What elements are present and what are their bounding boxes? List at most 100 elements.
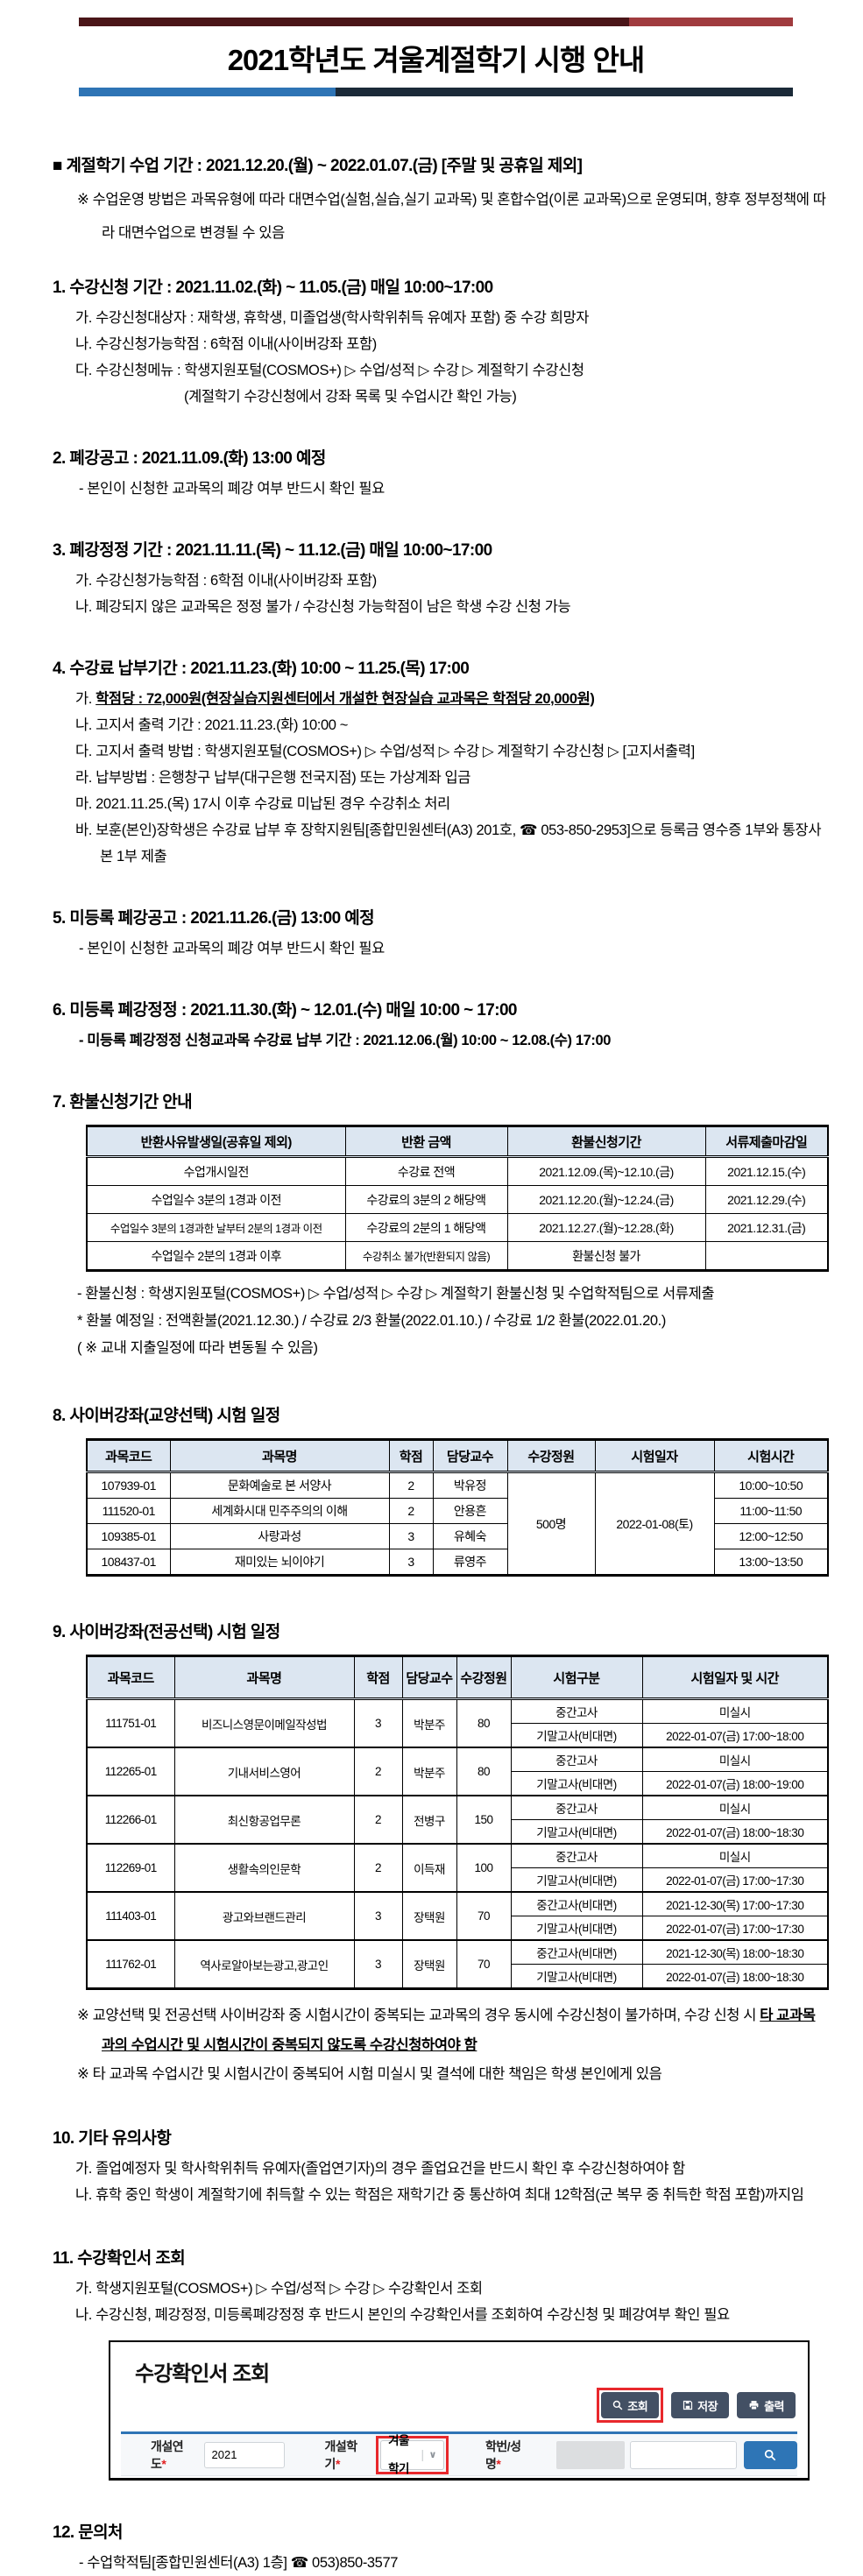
chevron-down-icon: ∨ xyxy=(428,2449,437,2460)
table-cell: 미실시 xyxy=(641,1795,829,1820)
table-cell: 장택원 xyxy=(401,1891,457,1941)
table-cell: 80 xyxy=(456,1747,512,1796)
section4-heading: 4. 수강료 납부기간 : 2021.11.23.(화) 10:00 ~ 11.… xyxy=(53,660,470,678)
column-header: 과목명 xyxy=(169,1439,390,1473)
table-cell: 문화예술로 본 서양사 xyxy=(169,1471,390,1499)
print-button[interactable]: 출력 xyxy=(737,2392,796,2418)
table-cell: 안용흔 xyxy=(432,1498,508,1524)
table-row: 112266-01 최신항공업무론 2 전병구 150 중간고사 미실시 xyxy=(86,1795,829,1845)
screenshot-toolbar: 조회 저장 출력 xyxy=(597,2388,796,2423)
table-cell: 2021-12-30(목) 18:00~18:30 xyxy=(641,1939,829,1965)
table-row: 111403-01 광고와브랜드관리 3 장택원 70 중간고사(비대면) 20… xyxy=(86,1891,829,1941)
student-name-input[interactable] xyxy=(629,2440,737,2469)
table-cell: 기말고사(비대면) xyxy=(510,1964,643,1989)
section10-item-a: 가. 졸업예정자 및 학사학위취득 유예자(졸업연기자)의 경우 졸업요건을 반… xyxy=(75,2161,685,2177)
section1-item-c-sub: (계절학기 수강신청에서 강좌 목록 및 수업시간 확인 가능) xyxy=(184,389,517,405)
table-cell: 류영주 xyxy=(432,1549,508,1576)
table-cell: 3 xyxy=(353,1891,403,1941)
search-button[interactable]: 조회 xyxy=(601,2392,660,2418)
table-cell: 기말고사(비대면) xyxy=(510,1819,643,1845)
cyber-major-exam-table: 과목코드 과목명 학점 담당교수 수강정원 시험구분 시험일자 및 시간 111… xyxy=(86,1655,829,1990)
table-cell: 11:00~11:50 xyxy=(713,1498,829,1524)
tuition-fee-highlight: 학점당 : 72,000원(현장실습지원센터에서 개설한 현장실습 교과목은 학… xyxy=(95,691,595,707)
table-cell-capacity: 500명 xyxy=(506,1471,596,1576)
cyber-exam-note-2: ※ 타 교과목 수업시간 및 시험시간이 중복되어 시험 미실시 및 결석에 대… xyxy=(77,2066,662,2082)
table-row: 111762-01 역사로알아보는광고,광고인 3 장택원 70 중간고사(비대… xyxy=(86,1939,829,1989)
section5-heading: 5. 미등록 폐강공고 : 2021.11.26.(금) 13:00 예정 xyxy=(53,909,375,928)
section4-item-f: 바. 보훈(본인)장학생은 수강료 납부 후 장학지원팀[종합민원센터(A3) … xyxy=(75,822,822,865)
column-header: 시험구분 xyxy=(510,1655,643,1700)
screenshot-search-form: 개설연도* 개설학기* 겨울학기 | ∨ 학번/성명* xyxy=(121,2434,797,2476)
section1-item-a: 가. 수강신청대상자 : 재학생, 휴학생, 미졸업생(학사학위취득 유예자 포… xyxy=(75,310,590,326)
table-cell: 2021-12-30(목) 17:00~17:30 xyxy=(641,1891,829,1916)
table-cell: 미실시 xyxy=(641,1747,829,1772)
section4-item-e: 마. 2021.11.25.(목) 17시 이후 수강료 미납된 경우 수강취소… xyxy=(75,796,450,812)
table-row: 108437-01 재미있는 뇌이야기 3 류영주 13:00~13:50 xyxy=(86,1549,829,1576)
title-top-bar xyxy=(79,18,793,26)
table-cell: 박유정 xyxy=(432,1471,508,1499)
table-cell: 수업일수 3분의 1경과한 날부터 2분의 1경과 이전 xyxy=(86,1213,346,1242)
table-cell: 최신항공업무론 xyxy=(173,1795,355,1845)
section1-item-c: 다. 수강신청메뉴 : 학생지원포털(COSMOS+) ▷ 수업/성적 ▷ 수강… xyxy=(75,363,584,378)
table-cell: 세계화시대 민주주의의 이해 xyxy=(169,1498,390,1524)
table-row: 수업일수 3분의 1경과 이전 수강료의 3분의 2 해당액 2021.12.2… xyxy=(86,1185,829,1214)
table-row: 기말고사(비대면) 2022-01-07(금) 18:00~19:00 xyxy=(87,1771,829,1796)
table-row: 수업일수 2분의 1경과 이후 수강취소 불가(반환되지 않음) 환불신청 불가 xyxy=(86,1241,829,1271)
table-cell: 장택원 xyxy=(401,1939,457,1989)
section10-item-b: 나. 휴학 중인 학생이 계절학기에 취득할 수 있는 학점은 재학기간 중 통… xyxy=(75,2187,804,2203)
refund-note-3: ( ※ 교내 지출일정에 따라 변동될 수 있음) xyxy=(77,1340,318,1356)
table-cell: 기말고사(비대면) xyxy=(510,1723,643,1748)
table-cell: 107939-01 xyxy=(86,1471,171,1499)
semester-label: 개설학기* xyxy=(324,2438,358,2471)
table-cell: 이득재 xyxy=(401,1843,457,1893)
table-cell-exam-date: 2022-01-08(토) xyxy=(594,1471,715,1576)
section2-heading: 2. 폐강공고 : 2021.11.09.(화) 13:00 예정 xyxy=(53,449,326,468)
table-cell: 기말고사(비대면) xyxy=(510,1771,643,1796)
column-header: 시험일자 xyxy=(594,1439,715,1473)
section1-heading: 1. 수강신청 기간 : 2021.11.02.(화) ~ 11.05.(금) … xyxy=(53,279,493,297)
table-cell: 112266-01 xyxy=(86,1795,175,1845)
table-cell: 12:00~12:50 xyxy=(713,1523,829,1549)
table-row: 111751-01 비즈니스영문이메일작성법 3 박분주 80 중간고사 미실시 xyxy=(86,1697,829,1748)
section7-heading: 7. 환불신청기간 안내 xyxy=(53,1093,193,1112)
table-cell: 2021.12.31.(금) xyxy=(704,1213,829,1242)
table-cell: 2021.12.29.(수) xyxy=(704,1185,829,1214)
search-icon xyxy=(765,2449,776,2460)
table-cell: 비즈니스영문이메일작성법 xyxy=(173,1697,355,1748)
table-cell: 환불신청 불가 xyxy=(506,1241,706,1271)
table-cell: 2 xyxy=(388,1471,434,1499)
table-cell: 2022-01-07(금) 18:00~18:30 xyxy=(641,1819,829,1845)
refund-note-1: - 환불신청 : 학생지원포털(COSMOS+) ▷ 수업/성적 ▷ 수강 ▷ … xyxy=(77,1286,715,1302)
table-cell: 수강료 전액 xyxy=(344,1156,508,1186)
student-id-input-disabled xyxy=(556,2440,625,2469)
table-cell: 13:00~13:50 xyxy=(713,1549,829,1576)
table-cell: 2022-01-07(금) 17:00~18:00 xyxy=(641,1723,829,1748)
save-button[interactable]: 저장 xyxy=(671,2392,730,2418)
column-header: 반환 금액 xyxy=(344,1126,508,1158)
table-row: 112265-01 기내서비스영어 2 박분주 80 중간고사 미실시 xyxy=(86,1747,829,1796)
cyber-ge-exam-table: 과목코드 과목명 학점 담당교수 수강정원 시험일자 시험시간 107939-0… xyxy=(86,1438,829,1577)
table-cell: 수강료의 3분의 2 해당액 xyxy=(344,1185,508,1214)
column-header: 과목코드 xyxy=(86,1655,175,1700)
table-cell: 70 xyxy=(456,1939,512,1989)
section3-item-a: 가. 수강신청가능학점 : 6학점 이내(사이버강좌 포함) xyxy=(75,573,377,589)
table-row: 기말고사(비대면) 2022-01-07(금) 18:00~18:30 xyxy=(87,1819,829,1845)
search-icon xyxy=(612,2400,623,2410)
table-cell: 재미있는 뇌이야기 xyxy=(169,1549,390,1576)
section2-item: - 본인이 신청한 교과목의 폐강 여부 반드시 확인 필요 xyxy=(79,481,385,497)
table-cell: 기말고사(비대면) xyxy=(510,1867,643,1893)
table-cell: 중간고사 xyxy=(510,1747,643,1772)
section11-item-b: 나. 수강신청, 폐강정정, 미등록폐강정정 후 반드시 본인의 수강확인서를 … xyxy=(75,2307,730,2323)
table-cell: 박분주 xyxy=(401,1697,457,1748)
section3-item-b: 나. 폐강되지 않은 교과목은 정정 불가 / 수강신청 가능학점이 남은 학생… xyxy=(75,599,571,615)
year-input[interactable] xyxy=(203,2441,285,2468)
print-icon xyxy=(749,2401,759,2410)
table-header-row: 과목코드 과목명 학점 담당교수 수강정원 시험구분 시험일자 및 시간 xyxy=(86,1655,829,1700)
semester-select[interactable]: 겨울학기 | ∨ xyxy=(380,2434,444,2475)
form-search-button[interactable] xyxy=(743,2440,797,2469)
table-cell: 150 xyxy=(456,1795,512,1845)
table-cell: 3 xyxy=(353,1939,403,1989)
table-cell: 2022-01-07(금) 17:00~17:30 xyxy=(641,1867,829,1893)
save-icon xyxy=(683,2400,693,2410)
column-header: 시험시간 xyxy=(713,1439,829,1473)
